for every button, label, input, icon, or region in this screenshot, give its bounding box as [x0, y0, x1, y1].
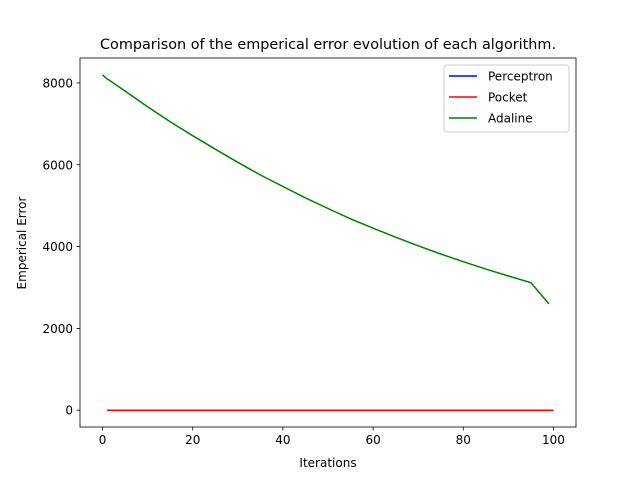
x-tick-label: 0 — [99, 433, 107, 447]
y-tick-label: 4000 — [42, 240, 73, 254]
x-tick-label: 40 — [275, 433, 290, 447]
y-tick-label: 6000 — [42, 158, 73, 172]
x-tick-label: 80 — [456, 433, 471, 447]
legend-label-perceptron: Perceptron — [488, 70, 553, 84]
axes-frame — [79, 57, 577, 428]
y-tick-label: 8000 — [42, 76, 73, 90]
x-tick-label: 20 — [185, 433, 200, 447]
legend-label-pocket: Pocket — [488, 91, 528, 105]
plot-area — [102, 74, 554, 411]
y-tick-label: 0 — [65, 404, 73, 418]
axes: 0 20 40 60 80 100 0 2000 4000 6000 8000 — [42, 57, 577, 447]
series-line-adaline — [102, 74, 550, 305]
chart-title: Comparison of the emperical error evolut… — [100, 37, 556, 53]
legend: Perceptron Pocket Adaline — [443, 64, 570, 133]
legend-label-adaline: Adaline — [488, 112, 533, 126]
y-axis-label: Emperical Error — [15, 196, 29, 289]
x-tick-label: 100 — [542, 433, 565, 447]
x-tick-label: 60 — [365, 433, 380, 447]
legend-box — [443, 64, 570, 133]
y-tick-label: 2000 — [42, 322, 73, 336]
x-axis-label: Iterations — [299, 456, 356, 470]
